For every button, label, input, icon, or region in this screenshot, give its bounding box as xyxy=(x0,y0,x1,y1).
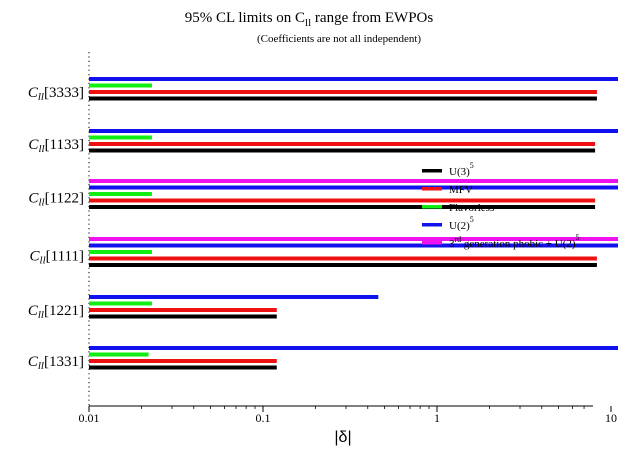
bar-5-3 xyxy=(89,301,152,306)
legend-swatch-1 xyxy=(422,169,442,173)
chart-title-main: 95% CL limits on C xyxy=(185,10,305,26)
legend-swatch-4 xyxy=(422,223,442,227)
category-label: Cll[1133] xyxy=(28,137,84,155)
bar-6-1 xyxy=(89,365,277,370)
legend-swatch-2 xyxy=(422,187,442,191)
chart-title-tail: range from EWPOs xyxy=(311,10,433,26)
bar-4-2 xyxy=(89,256,597,261)
category-label: Cll[3333] xyxy=(28,85,84,103)
bar-3-2 xyxy=(89,198,596,203)
x-tick-label: 0.1 xyxy=(256,411,271,425)
bar-1-3 xyxy=(89,83,152,88)
bar-3-5 xyxy=(89,179,618,183)
x-tick-label: 10 xyxy=(605,411,617,425)
bar-3-4 xyxy=(89,185,618,190)
legend-label-2: MFV xyxy=(449,184,473,196)
bar-1-4 xyxy=(89,77,618,81)
chart-title-subscript: ll xyxy=(305,17,311,29)
bar-2-1 xyxy=(89,148,596,153)
bar-2-4 xyxy=(89,129,618,133)
legend-label-4: U(2)5 xyxy=(449,215,474,232)
bar-2-2 xyxy=(89,142,596,146)
bar-6-4 xyxy=(89,346,618,350)
category-labels: Cll[3333] Cll[1133] Cll[1122] Cll[1111] Cll[… xyxy=(28,85,84,372)
bar-1-1 xyxy=(89,96,597,101)
bar-3-3 xyxy=(89,192,152,196)
legend-swatch-5 xyxy=(422,241,442,245)
category-label: Cll[1111] xyxy=(30,248,84,266)
legend-label-5: 3rd generation phobic + U(2)5 xyxy=(449,233,580,250)
bars xyxy=(89,77,618,370)
bar-6-3 xyxy=(89,352,149,357)
bar-5-4 xyxy=(89,295,379,299)
x-axis-label: |δ| xyxy=(334,429,351,446)
legend-label-3: Flavorless xyxy=(449,202,494,214)
bar-4-4 xyxy=(89,243,618,248)
x-tick-label: 1 xyxy=(434,411,440,425)
chart-title: 95% CL limits on Cll range from EWPOs xyxy=(185,10,434,29)
category-label: Cll[1221] xyxy=(28,303,84,321)
legend-label-1: U(3)5 xyxy=(449,161,474,178)
bar-4-1 xyxy=(89,263,597,267)
bar-4-3 xyxy=(89,250,152,254)
bar-5-2 xyxy=(89,308,277,312)
x-tick-label: 0.01 xyxy=(79,411,100,425)
legend-swatch-3 xyxy=(422,205,442,209)
bar-2-3 xyxy=(89,135,152,140)
bar-6-2 xyxy=(89,359,277,363)
bar-1-2 xyxy=(89,90,597,94)
bar-3-1 xyxy=(89,205,596,209)
bar-4-5 xyxy=(89,237,618,241)
bar-5-1 xyxy=(89,314,277,319)
category-label: Cll[1122] xyxy=(28,190,84,208)
chart-subtitle: (Coefficients are not all independent) xyxy=(257,33,421,45)
category-label: Cll[1331] xyxy=(28,354,84,372)
